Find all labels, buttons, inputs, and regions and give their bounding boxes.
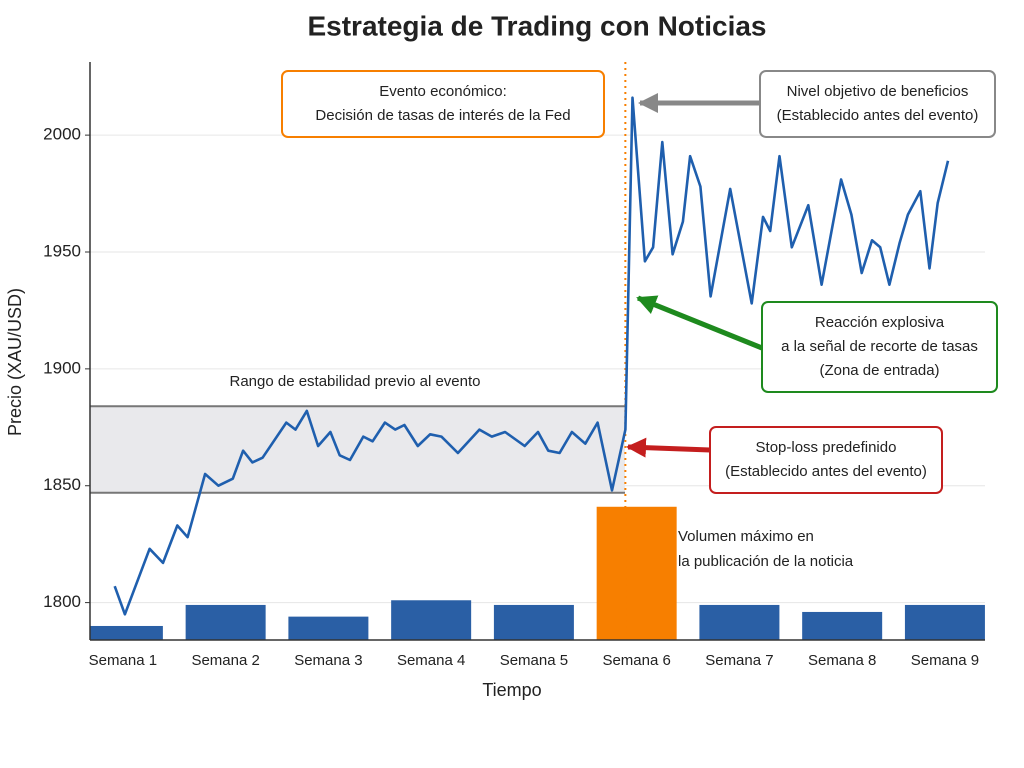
annotation-text: a la señal de recorte de tasas <box>781 338 978 355</box>
price-line <box>113 96 950 616</box>
y-tick-label: 1900 <box>43 358 81 377</box>
x-axis-label: Tiempo <box>482 680 541 700</box>
chart-title: Estrategia de Trading con Noticias <box>307 10 766 41</box>
volume-bar <box>185 604 266 640</box>
x-tick-label: Semana 8 <box>808 652 876 669</box>
annotation-text: (Establecido antes del evento) <box>777 107 979 124</box>
annotation-box <box>281 70 605 138</box>
y-axis-label: Precio (XAU/USD) <box>5 288 25 436</box>
annotation-text: (Zona de entrada) <box>819 362 939 379</box>
annotation-text: Reacción explosiva <box>815 314 945 331</box>
volume-bar <box>596 506 677 640</box>
y-tick-label: 2000 <box>43 125 81 144</box>
annotation-box <box>709 426 943 494</box>
volume-bar <box>288 616 369 640</box>
x-tick-label: Semana 6 <box>602 652 670 669</box>
volume-note: la publicación de la noticia <box>678 553 854 570</box>
volume-bar <box>802 611 883 640</box>
volume-bar <box>493 604 574 640</box>
stability-band <box>90 406 625 493</box>
x-tick-label: Semana 7 <box>705 652 773 669</box>
annotation-arrow <box>626 437 711 458</box>
x-tick-label: Semana 3 <box>294 652 362 669</box>
volume-bar <box>391 600 472 640</box>
annotation-text: Decisión de tasas de interés de la Fed <box>315 107 570 124</box>
volume-note: Volumen máximo en <box>678 528 814 545</box>
volume-bar <box>904 604 985 640</box>
y-tick-label: 1850 <box>43 475 81 494</box>
y-tick-label: 1800 <box>43 592 81 611</box>
x-tick-label: Semana 2 <box>191 652 259 669</box>
plot-area <box>90 506 985 640</box>
annotation-text: Evento económico: <box>379 83 507 100</box>
annotation-text: Nivel objetivo de beneficios <box>787 83 969 100</box>
volume-bar <box>699 604 780 640</box>
x-tick-label: Semana 5 <box>500 652 568 669</box>
x-tick-label: Semana 1 <box>89 652 157 669</box>
x-tick-label: Semana 4 <box>397 652 465 669</box>
annotation-box <box>761 301 998 393</box>
annotation-text: (Establecido antes del evento) <box>725 463 927 480</box>
annotation-arrow <box>636 295 763 351</box>
volume-bar <box>90 625 163 640</box>
annotation-text: Stop-loss predefinido <box>756 439 897 456</box>
y-tick-label: 1950 <box>43 241 81 260</box>
annotation-box <box>759 70 996 138</box>
band-label: Rango de estabilidad previo al evento <box>229 373 480 390</box>
x-tick-label: Semana 9 <box>911 652 979 669</box>
